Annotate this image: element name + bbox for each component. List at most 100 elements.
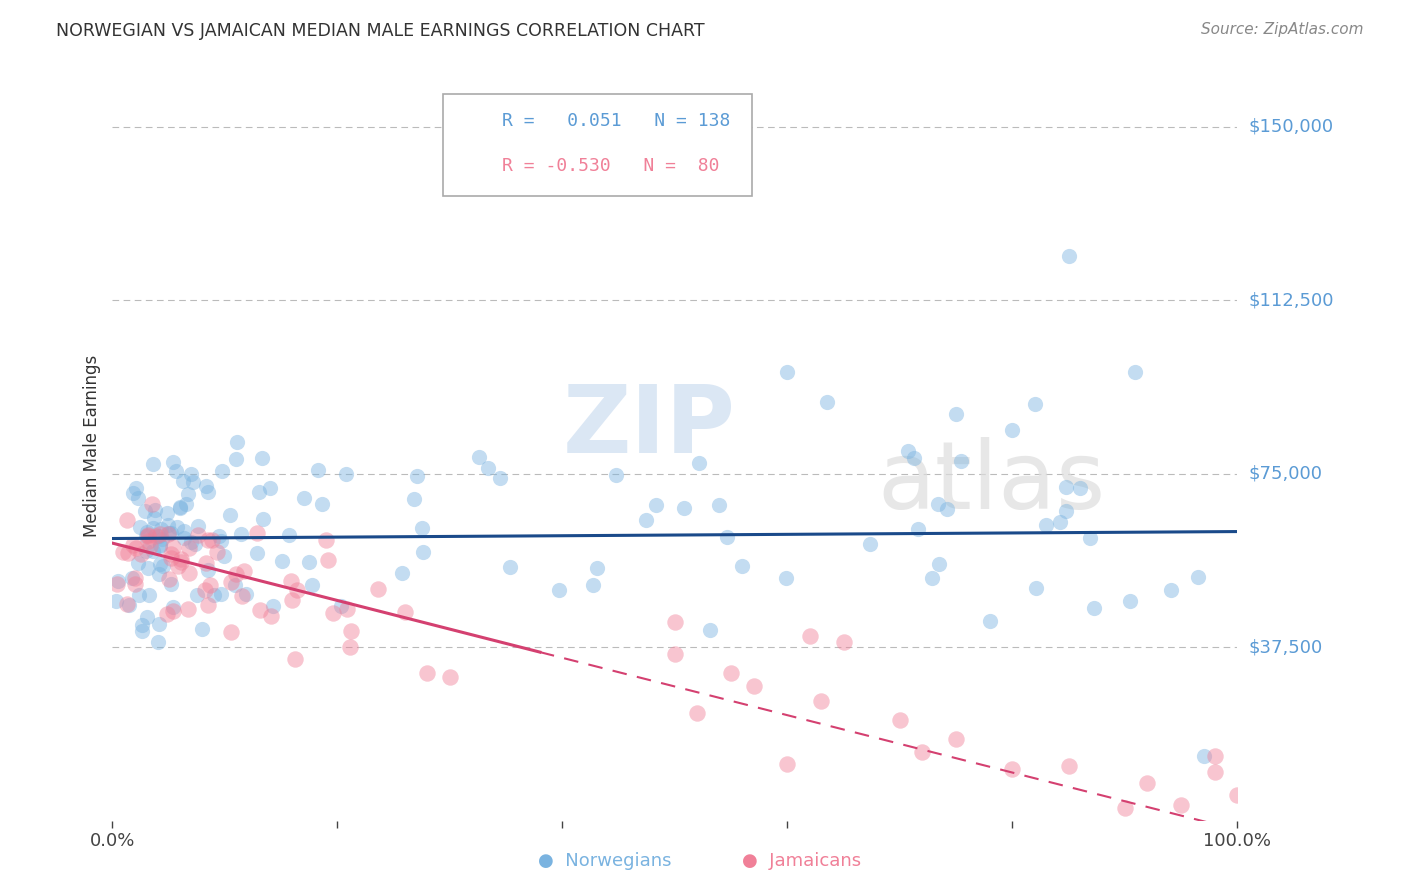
Point bbox=[499, 560, 522, 574]
Point bbox=[156, 506, 179, 520]
Point bbox=[246, 525, 269, 540]
Point bbox=[125, 481, 148, 495]
Point bbox=[1170, 797, 1192, 812]
Point bbox=[105, 594, 128, 608]
Point bbox=[115, 513, 138, 527]
Point bbox=[118, 599, 141, 613]
Point bbox=[105, 576, 128, 591]
Point bbox=[194, 478, 217, 492]
Y-axis label: Median Male Earnings: Median Male Earnings bbox=[83, 355, 101, 537]
Point bbox=[197, 485, 219, 500]
Point bbox=[162, 455, 184, 469]
Point bbox=[149, 538, 172, 552]
Point bbox=[202, 588, 225, 602]
Point bbox=[605, 468, 627, 483]
Point bbox=[149, 557, 172, 571]
Point bbox=[285, 582, 308, 597]
Point bbox=[174, 497, 197, 511]
Point bbox=[138, 589, 160, 603]
Text: Source: ZipAtlas.com: Source: ZipAtlas.com bbox=[1201, 22, 1364, 37]
Point bbox=[184, 537, 207, 551]
Point bbox=[131, 624, 153, 638]
Point bbox=[209, 587, 232, 601]
Point bbox=[148, 635, 170, 649]
Point bbox=[284, 652, 307, 666]
Point bbox=[799, 629, 821, 643]
Point bbox=[688, 457, 710, 471]
Point bbox=[307, 463, 329, 477]
Point bbox=[927, 497, 949, 511]
Point bbox=[699, 623, 721, 637]
Point bbox=[336, 602, 359, 616]
Point bbox=[664, 615, 686, 629]
Point bbox=[207, 529, 229, 543]
Point bbox=[1192, 748, 1215, 763]
Point bbox=[477, 461, 499, 475]
Point bbox=[311, 498, 333, 512]
Point bbox=[260, 609, 283, 624]
Point bbox=[115, 597, 138, 611]
Text: $150,000: $150,000 bbox=[1249, 118, 1333, 136]
Point bbox=[186, 588, 208, 602]
Point bbox=[979, 614, 1001, 628]
Point bbox=[405, 469, 427, 483]
Point bbox=[136, 561, 159, 575]
Point bbox=[488, 471, 510, 485]
Point bbox=[280, 574, 302, 589]
Point bbox=[148, 539, 170, 553]
Point bbox=[776, 756, 799, 771]
Text: NORWEGIAN VS JAMAICAN MEDIAN MALE EARNINGS CORRELATION CHART: NORWEGIAN VS JAMAICAN MEDIAN MALE EARNIN… bbox=[56, 22, 704, 40]
Point bbox=[247, 485, 270, 500]
Point bbox=[225, 451, 247, 466]
Point bbox=[686, 706, 709, 720]
Point bbox=[142, 510, 165, 524]
Point bbox=[1057, 249, 1080, 263]
Point bbox=[1083, 600, 1105, 615]
Point bbox=[911, 745, 934, 759]
Point bbox=[1069, 481, 1091, 495]
Point bbox=[187, 518, 209, 533]
Point bbox=[897, 443, 920, 458]
Point bbox=[250, 450, 273, 465]
Point bbox=[271, 554, 294, 568]
Point bbox=[1025, 581, 1047, 595]
Point bbox=[128, 588, 150, 602]
Point bbox=[1001, 424, 1024, 438]
Point bbox=[945, 731, 967, 746]
Point bbox=[172, 474, 194, 488]
Point bbox=[298, 555, 321, 569]
Point bbox=[1123, 365, 1146, 379]
Point bbox=[1001, 762, 1024, 776]
Point bbox=[339, 624, 361, 639]
Point bbox=[586, 560, 609, 574]
Point bbox=[157, 527, 180, 541]
Point bbox=[152, 558, 174, 573]
Point bbox=[149, 522, 172, 536]
Point bbox=[148, 529, 170, 543]
Point bbox=[150, 533, 173, 547]
Point bbox=[157, 525, 180, 540]
Point bbox=[173, 524, 195, 538]
Point bbox=[936, 502, 959, 516]
Point bbox=[139, 539, 162, 553]
Point bbox=[181, 475, 204, 490]
Point bbox=[169, 500, 191, 514]
Point bbox=[107, 574, 129, 589]
Point bbox=[135, 544, 157, 558]
Point bbox=[335, 467, 357, 481]
Point bbox=[582, 578, 605, 592]
Point bbox=[301, 578, 323, 592]
Point bbox=[716, 530, 738, 544]
Point bbox=[124, 577, 146, 591]
Point bbox=[160, 548, 183, 562]
Point bbox=[950, 453, 973, 467]
Point bbox=[125, 541, 148, 556]
Point bbox=[548, 583, 571, 598]
Point bbox=[224, 577, 246, 591]
Point bbox=[235, 587, 257, 601]
Point bbox=[907, 522, 929, 536]
Point bbox=[367, 582, 389, 596]
Point bbox=[170, 555, 193, 569]
Point bbox=[141, 497, 163, 511]
Point bbox=[1119, 594, 1142, 608]
